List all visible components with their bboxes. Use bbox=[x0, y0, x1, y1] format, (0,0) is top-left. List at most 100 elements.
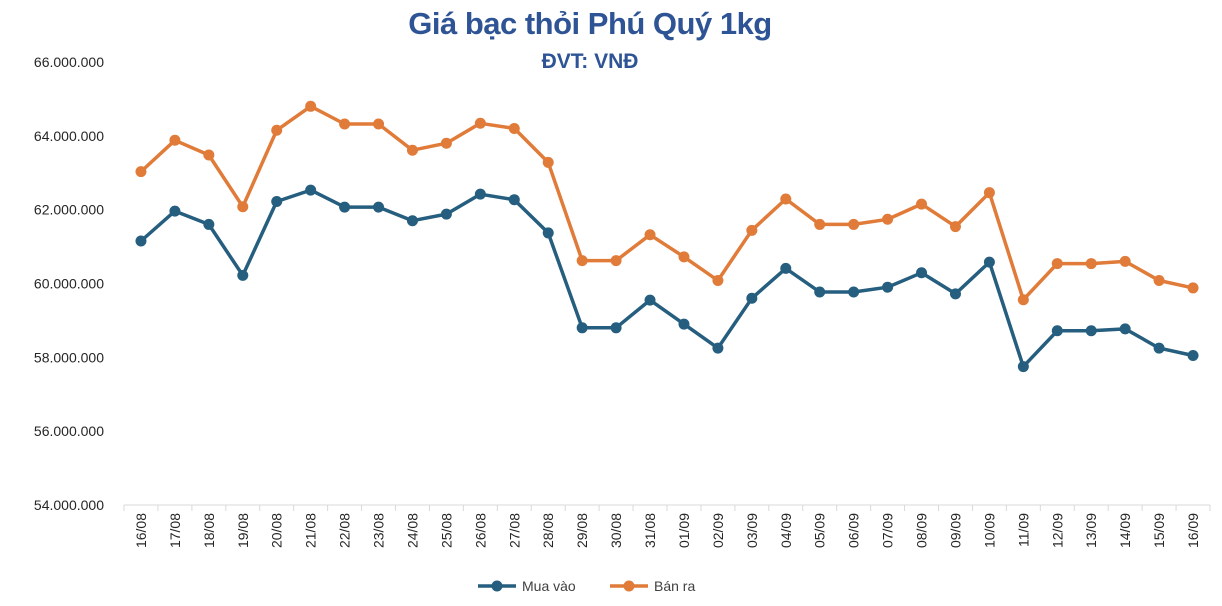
series-2 bbox=[135, 100, 1199, 306]
data-point bbox=[780, 193, 792, 205]
x-tick-label: 26/08 bbox=[472, 513, 488, 548]
data-point bbox=[644, 294, 656, 306]
legend-label: Bán ra bbox=[654, 578, 695, 594]
x-tick-label: 20/08 bbox=[269, 513, 285, 548]
data-point bbox=[916, 267, 928, 279]
series-layer bbox=[135, 100, 1199, 373]
y-tick-label: 58.000.000 bbox=[34, 349, 104, 365]
data-point bbox=[848, 286, 860, 298]
x-tick-label: 13/09 bbox=[1083, 513, 1099, 548]
series-line bbox=[139, 188, 1194, 369]
data-point bbox=[271, 124, 283, 136]
x-tick-label: 21/08 bbox=[303, 513, 319, 548]
data-point bbox=[237, 201, 249, 213]
series-1 bbox=[135, 184, 1199, 373]
legend-swatch-marker bbox=[491, 580, 503, 592]
x-tick-label: 01/09 bbox=[676, 513, 692, 548]
x-tick-label: 30/08 bbox=[608, 513, 624, 548]
data-point bbox=[406, 144, 418, 156]
y-tick-label: 62.000.000 bbox=[34, 202, 104, 218]
data-point bbox=[305, 100, 317, 112]
data-point bbox=[203, 218, 215, 230]
x-tick-label: 27/08 bbox=[506, 513, 522, 548]
data-point bbox=[780, 262, 792, 274]
x-tick-label: 04/09 bbox=[778, 513, 794, 548]
data-point bbox=[339, 201, 351, 213]
data-point bbox=[373, 201, 385, 213]
data-point bbox=[1017, 361, 1029, 373]
chart-title: Giá bạc thỏi Phú Quý 1kg bbox=[408, 6, 772, 41]
data-point bbox=[373, 118, 385, 130]
data-point bbox=[169, 134, 181, 146]
data-point bbox=[135, 235, 147, 247]
chart-subtitle: ĐVT: VNĐ bbox=[541, 50, 639, 73]
data-point bbox=[916, 198, 928, 210]
data-point bbox=[610, 322, 622, 334]
legend-swatch-marker bbox=[623, 580, 635, 592]
y-tick-label: 60.000.000 bbox=[34, 276, 104, 292]
x-tick-label: 16/09 bbox=[1185, 513, 1201, 548]
data-point bbox=[203, 149, 215, 161]
data-point bbox=[848, 218, 860, 230]
x-tick-label: 23/08 bbox=[371, 513, 387, 548]
x-axis: 16/08 17/08 18/08 19/08 20/08 21/08 22/08 23/08… bbox=[123, 504, 1211, 548]
data-point bbox=[271, 196, 283, 208]
y-axis: 54.000.000 56.000.000 58.000.000 60.000.000… bbox=[34, 54, 104, 513]
x-tick-label: 22/08 bbox=[337, 513, 353, 548]
x-tick-label: 14/09 bbox=[1117, 513, 1133, 548]
x-tick-label: 07/09 bbox=[880, 513, 896, 548]
y-tick-label: 56.000.000 bbox=[34, 423, 104, 439]
y-tick-label: 66.000.000 bbox=[34, 54, 104, 70]
x-tick-label: 06/09 bbox=[846, 513, 862, 548]
data-point bbox=[1119, 255, 1131, 267]
data-point bbox=[1085, 258, 1097, 270]
x-tick-label: 11/09 bbox=[1015, 513, 1031, 547]
x-tick-label: 19/08 bbox=[235, 513, 251, 548]
data-point bbox=[576, 255, 588, 267]
data-point bbox=[644, 229, 656, 241]
x-tick-label: 28/08 bbox=[540, 513, 556, 548]
data-point bbox=[169, 205, 181, 217]
data-point bbox=[1187, 282, 1199, 294]
x-tick-label: 05/09 bbox=[812, 513, 828, 548]
data-point bbox=[474, 117, 486, 129]
x-tick-label: 31/08 bbox=[642, 513, 658, 548]
data-point bbox=[983, 187, 995, 199]
x-tick-label: 08/09 bbox=[914, 513, 930, 548]
data-point bbox=[814, 218, 826, 230]
x-tick-label: 16/08 bbox=[133, 513, 149, 548]
data-point bbox=[882, 281, 894, 293]
x-tick-label: 25/08 bbox=[438, 513, 454, 548]
data-point bbox=[440, 208, 452, 220]
data-point bbox=[508, 122, 520, 134]
legend: Mua vào Bán ra bbox=[478, 578, 695, 594]
x-tick-label: 09/09 bbox=[947, 513, 963, 548]
data-point bbox=[1051, 258, 1063, 270]
data-point bbox=[712, 275, 724, 287]
data-point bbox=[814, 286, 826, 298]
x-tick-label: 03/09 bbox=[744, 513, 760, 548]
data-point bbox=[508, 194, 520, 206]
x-tick-label: 12/09 bbox=[1049, 513, 1065, 548]
data-point bbox=[542, 227, 554, 239]
data-point bbox=[712, 342, 724, 354]
data-point bbox=[542, 156, 554, 168]
data-point bbox=[1187, 349, 1199, 361]
data-point bbox=[610, 255, 622, 267]
legend-label: Mua vào bbox=[522, 578, 576, 594]
data-point bbox=[406, 215, 418, 227]
data-point bbox=[1085, 325, 1097, 337]
data-point bbox=[339, 118, 351, 130]
data-point bbox=[135, 166, 147, 178]
y-tick-label: 54.000.000 bbox=[34, 497, 104, 513]
x-tick-label: 02/09 bbox=[710, 513, 726, 548]
data-point bbox=[983, 256, 995, 268]
data-point bbox=[746, 224, 758, 236]
data-point bbox=[949, 288, 961, 300]
data-point bbox=[576, 322, 588, 334]
data-point bbox=[305, 184, 317, 196]
data-point bbox=[1153, 275, 1165, 287]
data-point bbox=[678, 251, 690, 263]
x-tick-label: 15/09 bbox=[1151, 513, 1167, 548]
